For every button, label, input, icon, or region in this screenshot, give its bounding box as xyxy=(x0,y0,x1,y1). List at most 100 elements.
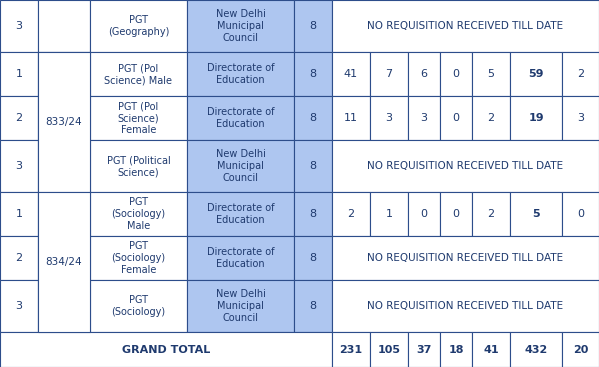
Bar xyxy=(90,52,187,96)
Text: GRAND TOTAL: GRAND TOTAL xyxy=(122,345,210,355)
Text: Directorate of
Education: Directorate of Education xyxy=(207,203,274,225)
Text: 20: 20 xyxy=(573,345,588,355)
Text: 1: 1 xyxy=(16,69,23,79)
Text: 8: 8 xyxy=(310,113,316,123)
Bar xyxy=(510,192,562,236)
Bar xyxy=(440,333,472,367)
Text: 2: 2 xyxy=(16,253,23,263)
Bar xyxy=(332,52,370,96)
Bar xyxy=(90,0,187,52)
Text: 6: 6 xyxy=(420,69,428,79)
Bar xyxy=(38,96,90,140)
Text: 41: 41 xyxy=(483,345,499,355)
Bar xyxy=(408,192,440,236)
Text: Directorate of
Education: Directorate of Education xyxy=(207,247,274,269)
Text: 0: 0 xyxy=(577,209,584,219)
Bar xyxy=(38,236,90,280)
Bar xyxy=(294,236,332,280)
Bar xyxy=(332,192,370,236)
Bar xyxy=(0,96,38,140)
Text: 2: 2 xyxy=(488,209,495,219)
Text: 59: 59 xyxy=(528,69,544,79)
Text: 1: 1 xyxy=(386,209,392,219)
Bar xyxy=(408,96,440,140)
Bar xyxy=(90,280,187,333)
Text: 8: 8 xyxy=(310,69,316,79)
Text: 231: 231 xyxy=(340,345,362,355)
Text: 19: 19 xyxy=(528,113,544,123)
Bar xyxy=(370,192,408,236)
Bar xyxy=(0,236,38,280)
Bar xyxy=(38,192,90,236)
Bar xyxy=(332,280,599,333)
Bar xyxy=(90,192,187,236)
Text: 37: 37 xyxy=(416,345,432,355)
Text: NO REQUISITION RECEIVED TILL DATE: NO REQUISITION RECEIVED TILL DATE xyxy=(367,21,564,31)
Bar xyxy=(187,140,294,192)
Text: PGT
(Sociology): PGT (Sociology) xyxy=(111,295,165,317)
Bar xyxy=(90,236,187,280)
Bar xyxy=(187,192,294,236)
Bar xyxy=(562,192,599,236)
Bar xyxy=(38,192,90,333)
Text: 2: 2 xyxy=(16,113,23,123)
Bar xyxy=(332,333,370,367)
Bar xyxy=(440,52,472,96)
Text: 8: 8 xyxy=(310,21,316,31)
Bar xyxy=(370,52,408,96)
Text: PGT (Pol
Science)
Female: PGT (Pol Science) Female xyxy=(117,101,159,135)
Text: 3: 3 xyxy=(16,21,23,31)
Text: New Delhi
Municipal
Council: New Delhi Municipal Council xyxy=(216,289,265,323)
Bar xyxy=(38,280,90,333)
Bar xyxy=(294,0,332,52)
Text: PGT
(Sociology)
Female: PGT (Sociology) Female xyxy=(111,241,165,275)
Bar xyxy=(408,52,440,96)
Text: 5: 5 xyxy=(488,69,495,79)
Bar xyxy=(440,96,472,140)
Bar xyxy=(472,96,510,140)
Bar xyxy=(440,192,472,236)
Bar xyxy=(38,0,90,52)
Bar xyxy=(510,52,562,96)
Bar xyxy=(562,96,599,140)
Bar xyxy=(38,52,90,96)
Text: 3: 3 xyxy=(420,113,428,123)
Text: 1: 1 xyxy=(16,209,23,219)
Bar xyxy=(332,236,599,280)
Bar xyxy=(370,96,408,140)
Text: 8: 8 xyxy=(310,253,316,263)
Bar xyxy=(294,192,332,236)
Text: Directorate of
Education: Directorate of Education xyxy=(207,107,274,129)
Bar xyxy=(0,52,38,96)
Text: 0: 0 xyxy=(452,69,459,79)
Text: 8: 8 xyxy=(310,209,316,219)
Text: 3: 3 xyxy=(16,301,23,311)
Bar xyxy=(187,236,294,280)
Text: NO REQUISITION RECEIVED TILL DATE: NO REQUISITION RECEIVED TILL DATE xyxy=(367,301,564,311)
Bar xyxy=(0,0,38,52)
Text: 2: 2 xyxy=(577,69,584,79)
Text: 834/24: 834/24 xyxy=(46,257,82,268)
Text: PGT
(Sociology)
Male: PGT (Sociology) Male xyxy=(111,197,165,231)
Text: 11: 11 xyxy=(344,113,358,123)
Text: 3: 3 xyxy=(386,113,392,123)
Bar xyxy=(90,140,187,192)
Bar xyxy=(294,52,332,96)
Bar xyxy=(187,96,294,140)
Text: 833/24: 833/24 xyxy=(46,117,82,127)
Bar xyxy=(472,52,510,96)
Text: PGT
(Geography): PGT (Geography) xyxy=(108,15,169,37)
Bar xyxy=(370,333,408,367)
Text: NO REQUISITION RECEIVED TILL DATE: NO REQUISITION RECEIVED TILL DATE xyxy=(367,161,564,171)
Text: 3: 3 xyxy=(577,113,584,123)
Text: 7: 7 xyxy=(385,69,392,79)
Text: 3: 3 xyxy=(16,161,23,171)
Bar xyxy=(510,96,562,140)
Text: New Delhi
Municipal
Council: New Delhi Municipal Council xyxy=(216,9,265,43)
Text: 5: 5 xyxy=(532,209,540,219)
Bar xyxy=(187,280,294,333)
Bar xyxy=(510,333,562,367)
Bar xyxy=(562,52,599,96)
Bar xyxy=(38,52,90,192)
Bar xyxy=(294,96,332,140)
